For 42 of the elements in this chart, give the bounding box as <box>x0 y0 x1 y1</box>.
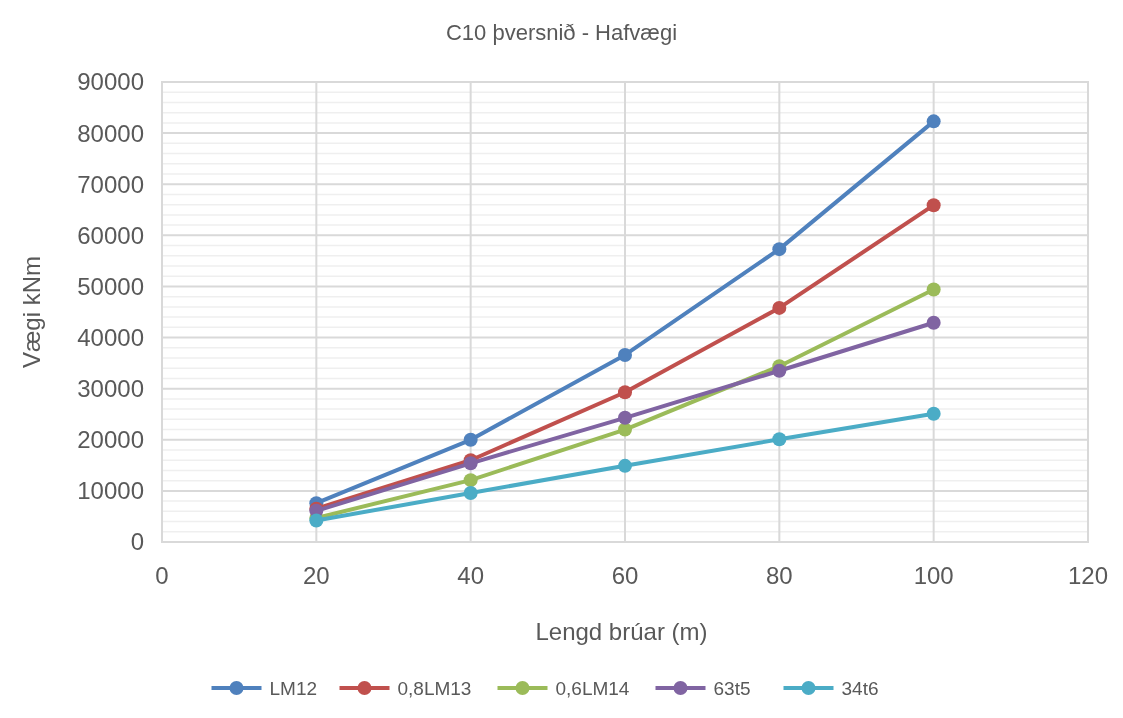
point <box>926 198 941 213</box>
legend-label: 63t5 <box>713 677 751 699</box>
y-tick-label: 60000 <box>77 221 144 249</box>
x-tick-label: 80 <box>765 562 793 589</box>
x-tick-label: 120 <box>1067 562 1109 589</box>
point <box>618 410 632 425</box>
point <box>618 422 632 437</box>
legend-label: 34t6 <box>841 677 879 699</box>
point <box>926 114 941 129</box>
point <box>926 406 941 421</box>
x-tick-label: 60 <box>611 562 639 589</box>
y-tick-label: 30000 <box>77 375 144 403</box>
x-tick-label: 0 <box>155 562 169 589</box>
y-tick-label: 90000 <box>77 68 144 96</box>
point <box>772 363 787 378</box>
point <box>463 473 478 488</box>
point <box>926 282 941 297</box>
legend-label: LM12 <box>269 677 318 699</box>
y-tick-label: 70000 <box>77 170 144 198</box>
chart-title: C10 þversnið - Hafvægi <box>445 20 678 45</box>
point <box>618 347 632 362</box>
point <box>618 385 632 400</box>
y-tick-label: 50000 <box>77 272 144 300</box>
point <box>463 432 478 447</box>
x-tick-label: 100 <box>913 562 954 589</box>
point <box>618 458 632 473</box>
point <box>772 242 787 257</box>
point <box>463 485 478 500</box>
x-axis-title: Lengd brúar (m) <box>535 618 708 645</box>
x-tick-label: 40 <box>457 562 485 589</box>
y-tick-label: 10000 <box>77 477 144 505</box>
y-tick-label: 80000 <box>77 119 144 147</box>
x-tick-label: 20 <box>302 562 330 589</box>
point <box>926 315 941 330</box>
y-tick-label: 40000 <box>77 323 144 351</box>
point <box>772 432 787 447</box>
legend-label: 0,6LM14 <box>555 677 630 699</box>
legend-label: 0,8LM13 <box>397 677 472 699</box>
y-tick-label: 20000 <box>77 426 144 454</box>
point <box>772 300 787 315</box>
y-tick-label: 0 <box>130 528 144 556</box>
y-axis-title: Vægi kNm <box>18 255 45 369</box>
